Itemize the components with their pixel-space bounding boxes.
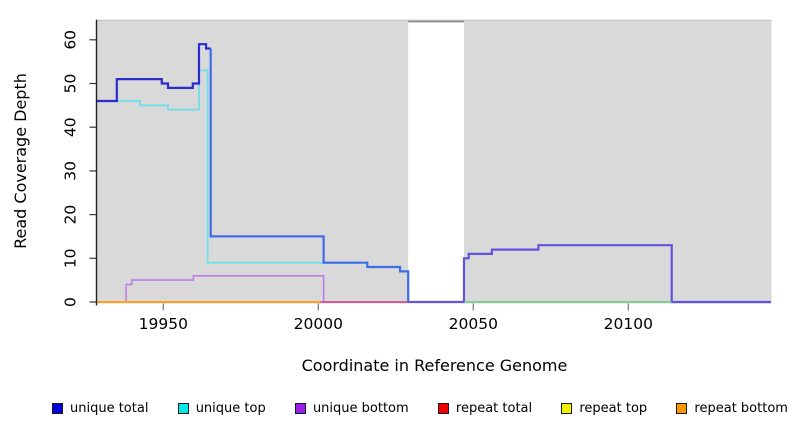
legend-label: repeat bottom xyxy=(694,400,788,416)
series-unique-total-left-line xyxy=(97,43,211,103)
legend-label: repeat total xyxy=(455,400,533,416)
legend-swatch-repeat-bottom xyxy=(676,402,688,414)
y-tick-label: 10 xyxy=(61,248,79,268)
x-tick-label: 20100 xyxy=(604,315,653,333)
series-unique-total-mid-line xyxy=(209,48,410,302)
y-tick-label: 60 xyxy=(61,30,79,50)
legend: unique total unique top unique bottom repea… xyxy=(52,399,788,417)
legend-item-unique-bottom: unique bottom xyxy=(294,400,409,416)
legend-item-repeat-total: repeat total xyxy=(437,400,533,416)
x-tick-label: 20000 xyxy=(294,315,343,333)
y-tick-label: 50 xyxy=(61,74,79,94)
y-tick-label: 0 xyxy=(61,297,79,307)
series-unique-bottom-line xyxy=(97,275,409,303)
x-axis-title: Coordinate in Reference Genome xyxy=(301,356,568,375)
y-axis-title: Read Coverage Depth xyxy=(11,73,30,249)
legend-label: unique bottom xyxy=(312,400,409,416)
legend-item-repeat-top: repeat top xyxy=(561,402,647,415)
x-tick-label: 19950 xyxy=(139,315,188,333)
legend-swatch-unique-total xyxy=(52,402,63,414)
x-tick-label: 20050 xyxy=(449,315,498,333)
legend-label: unique top xyxy=(195,400,266,416)
legend-swatch-unique-bottom xyxy=(294,402,306,414)
y-tick-label: 30 xyxy=(61,161,79,181)
legend-swatch-repeat-top xyxy=(561,402,573,414)
y-tick-label: 40 xyxy=(61,117,79,137)
legend-item-unique-total: unique total xyxy=(52,402,148,415)
legend-label: repeat top xyxy=(579,400,648,416)
series-unique-total-and-bottom-right-line xyxy=(408,244,771,304)
gap-band xyxy=(408,21,464,304)
legend-label: unique total xyxy=(70,400,149,416)
legend-item-unique-top: unique top xyxy=(177,400,266,416)
legend-swatch-unique-top xyxy=(177,402,189,414)
legend-swatch-repeat-total xyxy=(437,402,449,414)
legend-item-repeat-bottom: repeat bottom xyxy=(676,402,788,415)
y-tick-label: 20 xyxy=(61,205,79,225)
